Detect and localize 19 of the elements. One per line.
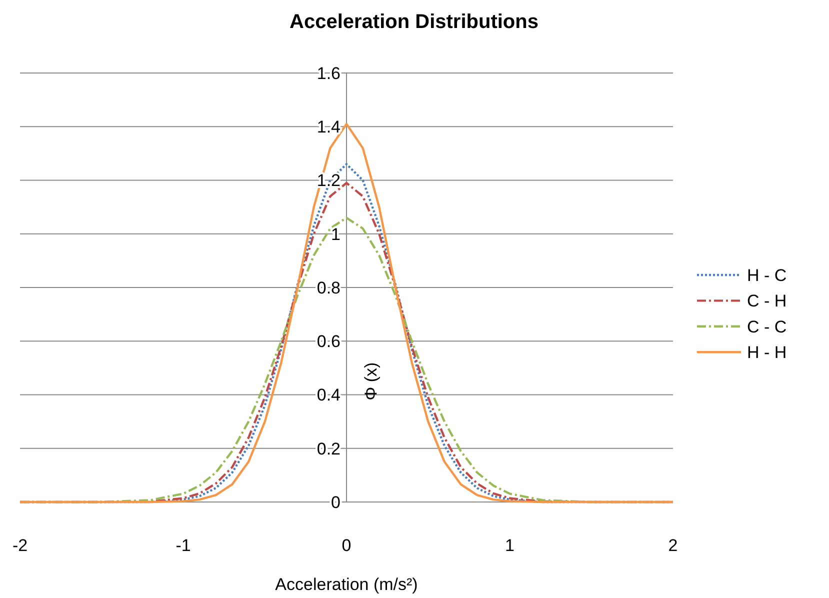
x-tick-label: -1	[176, 536, 191, 555]
legend-label: C - C	[747, 317, 787, 336]
y-tick-label: 0.8	[316, 278, 340, 298]
legend-label: H - C	[747, 266, 787, 285]
chart-title: Acceleration Distributions	[290, 11, 538, 33]
y-tick-label: 1.4	[316, 118, 340, 137]
x-tick-label: 2	[668, 536, 678, 555]
legend-label: H - H	[747, 343, 787, 362]
y-tick-label: 0	[331, 492, 340, 512]
y-tick-label: 0.2	[316, 439, 340, 458]
y-tick-label: 0.4	[316, 386, 340, 405]
y-tick-label: 1	[331, 224, 340, 244]
x-tick-label: -2	[12, 536, 28, 555]
y-tick-label: 0.6	[316, 332, 340, 352]
x-axis-title: Acceleration (m/s²)	[275, 575, 418, 594]
legend-label: C - H	[747, 292, 787, 311]
y-axis-title: Φ (x)	[362, 362, 380, 400]
x-tick-label: 1	[505, 536, 514, 555]
y-tick-label: 1.6	[316, 64, 340, 83]
